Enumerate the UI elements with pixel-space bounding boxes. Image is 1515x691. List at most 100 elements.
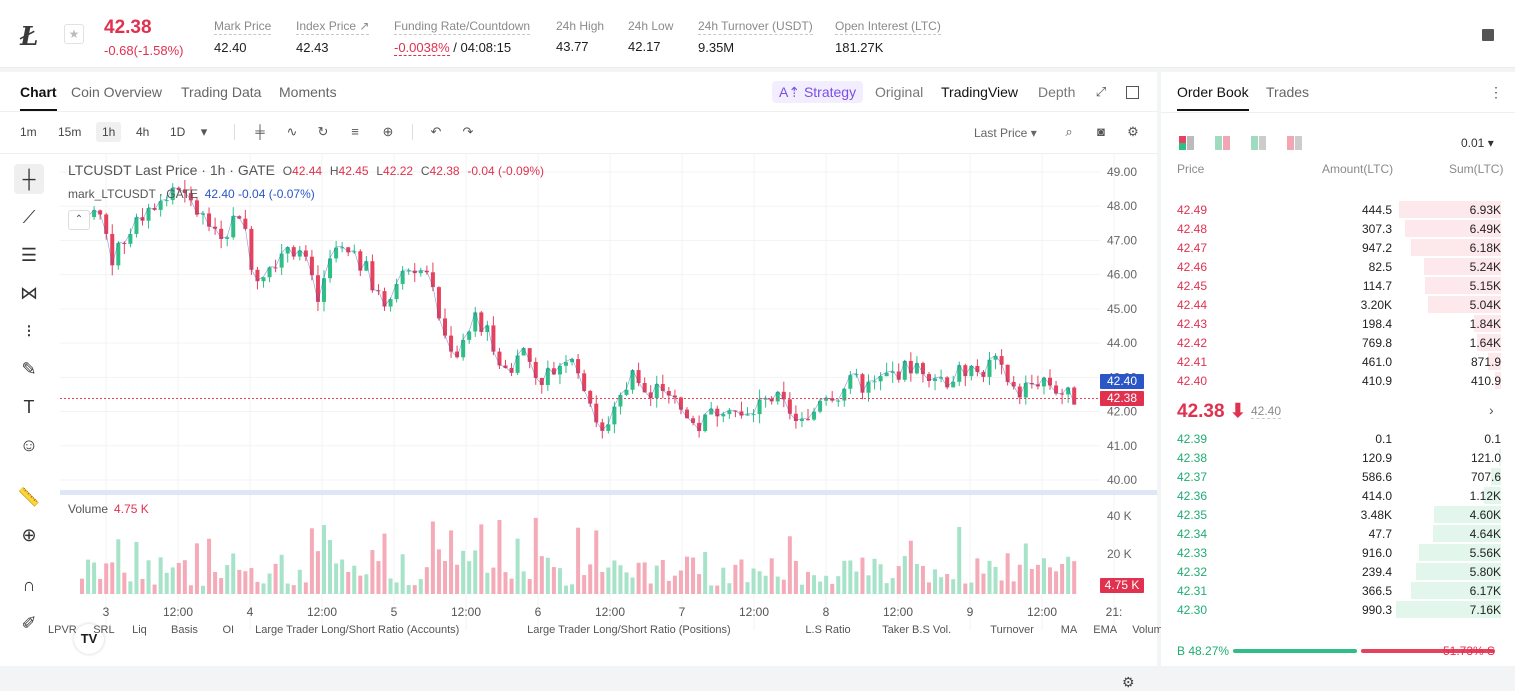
candle-type-icon[interactable]: ╪ bbox=[255, 124, 265, 139]
bid-row[interactable]: 42.38 120.9 121.0 bbox=[1161, 448, 1515, 467]
strategy-button[interactable]: A⇡ Strategy bbox=[772, 81, 864, 103]
candle-body bbox=[515, 355, 520, 373]
indicator-4[interactable]: OI bbox=[222, 624, 235, 636]
indicator-3[interactable]: Basis bbox=[171, 624, 198, 636]
view-original[interactable]: Original bbox=[875, 84, 924, 100]
x-tick-label: 12:00 bbox=[451, 605, 481, 619]
timeframe-1m[interactable]: 1m bbox=[20, 125, 37, 139]
stat-index-price[interactable]: Index Price ↗ 42.43 bbox=[296, 19, 370, 55]
indicator-9[interactable]: Turnover bbox=[990, 624, 1034, 636]
crosshair-icon[interactable]: ┼ bbox=[14, 164, 44, 194]
indicator-8[interactable]: Taker B.S Vol. bbox=[882, 624, 952, 636]
bid-row[interactable]: 42.36 414.0 1.12K bbox=[1161, 486, 1515, 505]
gear-icon[interactable]: ⚙ bbox=[1127, 124, 1139, 139]
pattern-icon[interactable]: ⋈ bbox=[20, 283, 38, 303]
refresh-icon[interactable]: ↻ bbox=[317, 124, 329, 139]
undo-icon[interactable]: ↶ bbox=[430, 124, 442, 139]
brush-icon[interactable]: ✎ bbox=[21, 359, 37, 379]
ask-row[interactable]: 42.47 947.2 6.18K bbox=[1161, 238, 1515, 257]
ask-row[interactable]: 42.49 444.5 6.93K bbox=[1161, 200, 1515, 219]
book-mode-bids-icon[interactable] bbox=[1251, 136, 1267, 150]
tradingview-logo[interactable]: TV bbox=[74, 624, 104, 654]
tab-chart[interactable]: Chart bbox=[20, 84, 57, 111]
candle-body bbox=[715, 408, 720, 417]
window-icon[interactable] bbox=[1126, 86, 1139, 99]
order-book-panel: Order Book Trades ⋮ 0.01 ▾ Price Amount(… bbox=[1161, 72, 1515, 666]
bid-row[interactable]: 42.30 990.3 7.16K bbox=[1161, 600, 1515, 619]
tab-order-book[interactable]: Order Book bbox=[1177, 84, 1249, 111]
tab-coin-overview[interactable]: Coin Overview bbox=[71, 84, 163, 100]
price-chart[interactable]: 49.0048.0047.0046.0045.0044.0043.0042.00… bbox=[60, 154, 1157, 690]
indicator-5[interactable]: Large Trader Long/Short Ratio (Accounts) bbox=[255, 624, 460, 636]
timeframe-4h[interactable]: 4h bbox=[136, 125, 150, 139]
bid-row[interactable]: 42.34 47.7 4.64K bbox=[1161, 524, 1515, 543]
bid-row[interactable]: 42.31 366.5 6.17K bbox=[1161, 581, 1515, 600]
candlestick-svg[interactable]: 49.0048.0047.0046.0045.0044.0043.0042.00… bbox=[60, 154, 1157, 630]
bid-row[interactable]: 42.35 3.48K 4.60K bbox=[1161, 505, 1515, 524]
stat-mark-price[interactable]: Mark Price 42.40 bbox=[214, 19, 272, 55]
book-icon[interactable] bbox=[1482, 29, 1494, 41]
indicator-10[interactable]: MA bbox=[1060, 624, 1078, 636]
fib-icon[interactable]: ⁝ bbox=[26, 321, 32, 341]
chevron-right-icon[interactable]: › bbox=[1489, 402, 1494, 418]
indicator-6[interactable]: Large Trader Long/Short Ratio (Positions… bbox=[527, 624, 731, 636]
emoji-icon[interactable]: ☺ bbox=[19, 435, 39, 455]
zoom-icon[interactable]: ⊕ bbox=[21, 525, 37, 545]
chart-settings-icon[interactable]: ⚙ bbox=[1122, 674, 1135, 690]
view-tradingview[interactable]: TradingView bbox=[941, 84, 1019, 100]
ask-row[interactable]: 42.41 461.0 871.9 bbox=[1161, 352, 1515, 371]
stat-funding-rate[interactable]: Funding Rate/Countdown -0.0038% / 04:08:… bbox=[394, 19, 531, 56]
tab-moments[interactable]: Moments bbox=[279, 84, 337, 100]
ruler-icon[interactable]: 📏 bbox=[17, 487, 41, 507]
bid-row[interactable]: 42.32 239.4 5.80K bbox=[1161, 562, 1515, 581]
candle-body bbox=[207, 213, 212, 227]
indicators-icon[interactable]: ∿ bbox=[286, 124, 298, 139]
book-mode-both-icon[interactable] bbox=[1179, 136, 1195, 150]
search-icon[interactable]: ⌕ bbox=[1065, 124, 1073, 139]
magnet-icon[interactable]: ∩ bbox=[22, 575, 36, 595]
caret-down-icon[interactable]: ▾ bbox=[200, 124, 208, 139]
indicator-11[interactable]: EMA bbox=[1093, 624, 1118, 636]
timeframe-1d[interactable]: 1D bbox=[170, 125, 186, 139]
bid-row[interactable]: 42.39 0.1 0.1 bbox=[1161, 429, 1515, 448]
timeframe-15m[interactable]: 15m bbox=[58, 125, 82, 139]
expand-icon[interactable]: ⤢ bbox=[1095, 84, 1107, 99]
indicator-12[interactable]: Volume bbox=[1132, 624, 1169, 636]
ask-row[interactable]: 42.48 307.3 6.49K bbox=[1161, 219, 1515, 238]
bid-row[interactable]: 42.37 586.6 707.6 bbox=[1161, 467, 1515, 486]
volume-bar bbox=[140, 578, 145, 594]
precision-dropdown[interactable]: 0.01 ▾ bbox=[1461, 136, 1494, 150]
collapse-legend-button[interactable]: ⌃ bbox=[68, 210, 90, 230]
indicator-2[interactable]: Liq bbox=[132, 624, 147, 636]
horizontal-lines-icon[interactable]: ☰ bbox=[20, 245, 38, 265]
favorite-star-icon[interactable]: ★ bbox=[64, 24, 84, 44]
more-icon[interactable]: ⋮ bbox=[1489, 84, 1503, 100]
text-icon[interactable]: T bbox=[23, 397, 35, 417]
y-tick-label: 44.00 bbox=[1107, 336, 1137, 350]
view-depth[interactable]: Depth bbox=[1038, 84, 1076, 100]
timeframe-1h[interactable]: 1h bbox=[96, 122, 122, 142]
indicator-1[interactable]: SRL bbox=[93, 624, 115, 636]
ask-row[interactable]: 42.40 410.9 410.9 bbox=[1161, 371, 1515, 390]
indicator-7[interactable]: L.S Ratio bbox=[805, 624, 851, 636]
add-alert-icon[interactable]: ⊕ bbox=[382, 124, 394, 139]
book-mode-asks-icon[interactable] bbox=[1287, 136, 1303, 150]
ask-row[interactable]: 42.45 114.7 5.15K bbox=[1161, 276, 1515, 295]
pencil-icon[interactable]: ✐ bbox=[21, 613, 37, 633]
tab-trading-data[interactable]: Trading Data bbox=[181, 84, 262, 100]
templates-icon[interactable]: ≡ bbox=[351, 124, 359, 139]
ask-row[interactable]: 42.44 3.20K 5.04K bbox=[1161, 295, 1515, 314]
ask-row[interactable]: 42.42 769.8 1.64K bbox=[1161, 333, 1515, 352]
price-source-dropdown[interactable]: Last Price ▾ bbox=[974, 126, 1037, 140]
indicator-0[interactable]: LPVR bbox=[48, 624, 77, 636]
ask-row[interactable]: 42.46 82.5 5.24K bbox=[1161, 257, 1515, 276]
bid-row[interactable]: 42.33 916.0 5.56K bbox=[1161, 543, 1515, 562]
ask-row[interactable]: 42.43 198.4 1.84K bbox=[1161, 314, 1515, 333]
trendline-icon[interactable]: ⟋ bbox=[22, 207, 36, 227]
camera-icon[interactable]: ◙ bbox=[1097, 124, 1105, 139]
tab-trades[interactable]: Trades bbox=[1266, 84, 1310, 100]
volume-bar bbox=[763, 575, 768, 594]
book-mode-split-icon[interactable] bbox=[1215, 136, 1231, 150]
redo-icon[interactable]: ↷ bbox=[462, 124, 474, 139]
volume-bar bbox=[1072, 561, 1077, 594]
